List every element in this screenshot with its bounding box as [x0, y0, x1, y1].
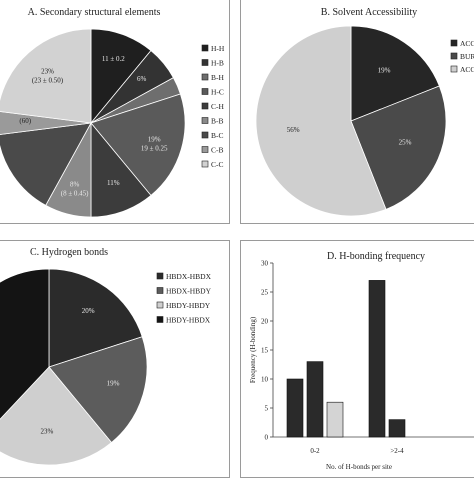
legend-swatch-2 [201, 59, 209, 66]
pie-chart-a: A. Secondary structural elements 11 ± 0.… [0, 7, 225, 218]
legend-label-2: H-B [211, 59, 224, 68]
legend-swatch-3 [156, 301, 164, 309]
bar-1-2 [306, 361, 324, 438]
legend-label-9: C-C [211, 160, 224, 169]
pie-slice-2 [350, 85, 447, 210]
legend-label-1: H-H [211, 44, 225, 53]
pie-slice-2 [48, 336, 148, 444]
legend-label-2: HBDX-HBDY [166, 287, 212, 296]
bar-2-1 [368, 280, 386, 438]
legend-label-7: B-C [211, 131, 224, 140]
bar-chart-d: D. H-bonding frequency 0 5 10 15 20 25 30 Frequ… [249, 251, 474, 471]
pie-chart-b: B. Solvent Accessibility 19% 25% 56% ACC BUR… [255, 7, 474, 217]
chart-title-a: A. Secondary structural elements [28, 7, 161, 18]
x-tick-label: >2-4 [390, 447, 404, 455]
legend-swatch-1 [156, 272, 164, 280]
y-tick-label: 10 [261, 376, 269, 384]
pie-slice-3 [255, 25, 387, 217]
x-axis-label: No. of H-bonds per site [326, 463, 392, 471]
legend-label-1: HBDX-HBDX [166, 272, 212, 281]
slice-label-4: 19% [148, 135, 161, 143]
y-tick-label: 30 [261, 260, 269, 268]
slice-label-3: 56% [287, 126, 300, 134]
slice-label-5: 11% [107, 179, 120, 187]
pie-slice-1 [90, 28, 152, 125]
panel-secondary-structure: A. Secondary structural elements 11 ± 0.… [0, 0, 230, 224]
legend-label-2: BUR [460, 52, 474, 61]
legend-swatch-2 [450, 52, 458, 60]
pie-slice-1 [350, 25, 440, 122]
legend-label-5: C-H [211, 102, 225, 111]
legend-swatch-6 [201, 117, 209, 124]
legend-label-3: ACC [460, 65, 474, 74]
y-tick-label: 0 [265, 434, 269, 442]
pie-slice-7 [0, 122, 92, 206]
slice-label-1: 20% [82, 307, 95, 315]
legend: HBDX-HBDX HBDX-HBDY HBDY-HBDY HBDY-HBDX [156, 272, 212, 325]
slice-sublabel-6: (8 ± 0.45) [61, 190, 89, 198]
slice-label-8: (60) [19, 117, 31, 125]
y-tick-label: 15 [261, 347, 269, 355]
panel-h-bonding-frequency: D. H-bonding frequency 0 5 10 15 20 25 30 Frequ… [240, 240, 474, 478]
legend-swatch-3 [201, 73, 209, 81]
pie-slice-3 [0, 366, 113, 466]
slice-label-2: 19% [107, 380, 120, 388]
legend-swatch-3 [450, 65, 458, 73]
bars [286, 280, 406, 438]
y-axis-label: Frequency (H-bonding) [249, 316, 257, 383]
panel-solvent-accessibility: B. Solvent Accessibility 19% 25% 56% ACC BUR… [240, 0, 474, 224]
slice-label-3: 23% [40, 428, 53, 436]
pie-slices [0, 28, 186, 218]
slice-label-1: 19% [378, 66, 391, 74]
chart-title-c: C. Hydrogen bonds [30, 247, 108, 258]
x-tick-label: 0-2 [310, 447, 320, 455]
pie-slice-9 [0, 28, 92, 124]
legend: H-H H-B B-H H-C C-H B-B B-C C-B C-C [201, 44, 225, 169]
panel-hydrogen-bonds: C. Hydrogen bonds 20%19%23%38%HBDX-HBDXH… [0, 240, 230, 478]
legend-swatch-2 [156, 287, 164, 294]
slice-sublabel-9: (23 ± 0.50) [32, 77, 64, 85]
chart-title-b: B. Solvent Accessibility [321, 7, 417, 18]
legend-swatch-4 [201, 88, 209, 95]
legend-swatch-7 [201, 131, 209, 139]
pie-slice-5 [90, 121, 152, 218]
legend-swatch-1 [450, 39, 458, 47]
slice-sublabel-4: 19 ± 0.25 [141, 144, 168, 152]
slice-label-1: 11 ± 0.2 [102, 55, 125, 63]
pie-slice-8 [0, 111, 92, 135]
y-tick-label: 5 [265, 405, 269, 413]
legend-swatch-5 [201, 102, 209, 110]
axes: 0 5 10 15 20 25 30 Frequency (H-bonding) No. of … [249, 260, 474, 471]
bar-2-2 [388, 419, 406, 438]
pie-chart-c: C. Hydrogen bonds 20%19%23%38%HBDX-HBDXH… [0, 247, 212, 466]
legend-swatch-8 [201, 146, 209, 153]
legend-label-8: C-B [211, 146, 224, 155]
y-tick-label: 25 [261, 289, 269, 297]
slice-label-2: 25% [399, 138, 412, 146]
slice-label-6: 8% [70, 181, 80, 189]
bar-1-3 [326, 401, 344, 438]
bar-1-1 [286, 378, 304, 438]
legend-label-3: B-H [211, 73, 225, 82]
legend-label-4: HBDY-HBDX [166, 316, 211, 325]
pie-slice-4 [0, 268, 50, 420]
legend-label-1: ACC [460, 39, 474, 48]
pie-slices [0, 268, 148, 466]
pie-slices [255, 25, 447, 217]
legend-swatch-9 [201, 160, 209, 168]
slice-label-2: 6% [137, 75, 147, 83]
legend: ACC BUR ACC [450, 39, 474, 74]
y-tick-label: 20 [261, 318, 269, 326]
legend-label-3: HBDY-HBDY [166, 301, 211, 310]
pie-slice-1 [48, 268, 143, 368]
chart-title-d: D. H-bonding frequency [327, 251, 425, 262]
legend-label-4: H-C [211, 88, 224, 97]
slice-label-9: 23% [41, 68, 54, 76]
legend-swatch-1 [201, 44, 209, 52]
pie-slice-4 [90, 93, 186, 196]
legend-swatch-4 [156, 316, 164, 323]
legend-label-6: B-B [211, 117, 224, 126]
